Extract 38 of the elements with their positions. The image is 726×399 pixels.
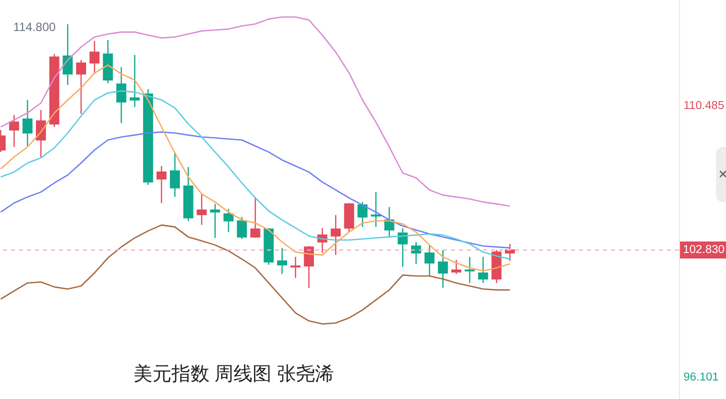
- candlestick: [22, 99, 32, 147]
- candlestick: [90, 40, 100, 75]
- line-series: [0, 64, 511, 272]
- candlestick: [478, 256, 488, 284]
- line-series: [0, 16, 511, 207]
- text: 美元指数 周线图 张尧浠: [133, 363, 334, 385]
- ref-line-label: 102.830: [683, 244, 725, 256]
- annotation: 114.800: [13, 20, 56, 34]
- candlestick: [76, 59, 86, 115]
- candlestick: [358, 201, 368, 228]
- line-series: [0, 131, 511, 249]
- candlestick: [398, 227, 408, 268]
- candlestick: [504, 243, 515, 262]
- y-tick-label: 96.101: [684, 371, 719, 384]
- candlestick: [330, 214, 341, 256]
- candlestick: [304, 245, 314, 288]
- candlestick: [424, 244, 434, 277]
- candlestick: [370, 191, 381, 228]
- candlestick: [156, 165, 166, 204]
- candlestick: [210, 203, 220, 238]
- candlestick: [290, 256, 300, 278]
- candlestick: [236, 216, 247, 240]
- candlestick: [196, 192, 207, 226]
- line-series: [0, 224, 511, 325]
- candlestick: [277, 247, 288, 275]
- y-tick-label: 110.485: [684, 100, 724, 112]
- candlestick: [170, 151, 180, 198]
- candlestick: [451, 259, 462, 275]
- candlestick: [62, 24, 73, 86]
- candlestick: [438, 249, 448, 288]
- candlestick: [250, 196, 260, 238]
- candlestick: [116, 66, 126, 124]
- candlestick: [36, 109, 46, 158]
- candlestick: [224, 208, 234, 233]
- candlestick: [411, 241, 422, 265]
- candlestick: [130, 54, 140, 108]
- candlestick: [464, 256, 475, 284]
- candlestick: [9, 114, 20, 148]
